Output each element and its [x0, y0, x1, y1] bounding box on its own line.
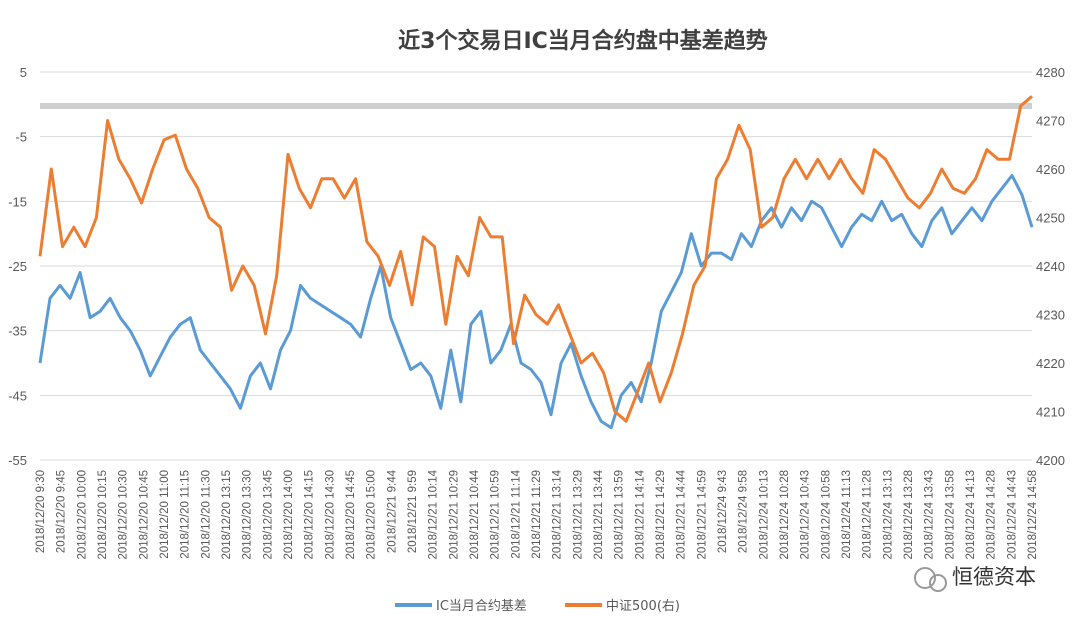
right-axis: 4280 4270 4260 4250 4240 4230 4220 4210 4200: [1036, 65, 1065, 468]
x-tick-label: 2018/12/21 13:14: [552, 469, 564, 559]
x-tick-label: 2018/12/21 11:29: [531, 470, 543, 559]
x-tick-label: 2018/12/20 10:15: [97, 470, 109, 560]
x-tick-label: 2018/12/24 11:28: [862, 470, 874, 559]
gridlines: [40, 71, 1032, 461]
x-tick-label: 2018/12/21 9:44: [386, 469, 398, 553]
x-tick-label: 2018/12/24 10:13: [758, 470, 770, 560]
right-tick-label: 4210: [1036, 405, 1065, 420]
x-tick-label: 2018/12/20 10:30: [118, 470, 130, 560]
right-tick-label: 4220: [1036, 356, 1065, 371]
x-tick-label: 2018/12/24 11:13: [841, 470, 853, 559]
legend: IC当月合约基差 中证500(右): [395, 599, 680, 614]
right-tick-label: 4280: [1036, 65, 1065, 80]
x-tick-label: 2018/12/20 10:45: [138, 470, 150, 560]
right-tick-label: 4250: [1036, 211, 1065, 226]
x-tick-label: 2018/12/20 11:15: [180, 470, 192, 559]
x-tick-label: 2018/12/21 11:14: [510, 469, 522, 558]
x-tick-label: 2018/12/21 13:44: [593, 469, 605, 559]
left-tick-label: -35: [8, 324, 27, 339]
x-tick-label: 2018/12/20 13:30: [242, 470, 254, 560]
left-tick-label: -25: [8, 259, 27, 274]
x-tick-label: 2018/12/20 15:00: [366, 470, 378, 560]
x-tick-label: 2018/12/21 10:44: [469, 469, 481, 559]
legend-label-csi500: 中证500(右): [606, 599, 680, 614]
x-tick-label: 2018/12/24 14:58: [1027, 470, 1039, 560]
x-tick-label: 2018/12/20 13:15: [221, 470, 233, 560]
x-tick-label: 2018/12/21 10:29: [448, 470, 460, 560]
x-tick-label: 2018/12/24 13:43: [924, 470, 936, 560]
x-tick-label: 2018/12/20 14:00: [283, 470, 295, 560]
highlight-band: [40, 103, 1032, 109]
x-tick-label: 2018/12/20 14:30: [324, 470, 336, 560]
x-tick-label: 2018/12/20 11:30: [200, 470, 212, 559]
wechat-icon: [914, 567, 936, 589]
x-tick-label: 2018/12/20 9:30: [35, 470, 47, 553]
x-tick-label: 2018/12/20 13:45: [262, 470, 274, 560]
x-tick-label: 2018/12/21 9:59: [407, 470, 419, 553]
x-tick-label: 2018/12/20 9:45: [56, 470, 68, 553]
chart-title: 近3个交易日IC当月合约盘中基差趋势: [398, 28, 768, 54]
x-tick-label: 2018/12/21 14:44: [676, 469, 688, 559]
watermark: 恒德资本: [914, 565, 1036, 592]
x-tick-label: 2018/12/20 14:15: [304, 470, 316, 560]
x-tick-label: 2018/12/24 13:58: [944, 470, 956, 560]
x-tick-label: 2018/12/24 13:13: [882, 470, 894, 560]
x-tick-label: 2018/12/21 10:14: [428, 469, 440, 559]
x-tick-label: 2018/12/21 14:14: [634, 469, 646, 559]
right-tick-label: 4200: [1036, 453, 1065, 468]
series-ic-basis-line: [38, 174, 1034, 430]
x-tick-label: 2018/12/24 14:43: [1006, 470, 1018, 560]
left-axis: 5 -5 -15 -25 -35 -45 -55: [8, 65, 27, 468]
x-tick-label: 2018/12/24 13:28: [903, 470, 915, 560]
left-tick-label: 5: [20, 65, 27, 80]
x-tick-label: 2018/12/24 10:28: [779, 470, 791, 560]
x-tick-label: 2018/12/24 9:43: [717, 470, 729, 553]
legend-label-ic-basis: IC当月合约基差: [436, 599, 527, 614]
right-tick-label: 4260: [1036, 162, 1065, 177]
right-tick-label: 4240: [1036, 259, 1065, 274]
x-tick-label: 2018/12/21 14:59: [696, 470, 708, 560]
x-tick-label: 2018/12/20 11:00: [159, 470, 171, 559]
x-tick-label: 2018/12/24 10:58: [820, 470, 832, 560]
wechat-icon-bubble: [929, 574, 947, 592]
left-tick-label: -45: [8, 388, 27, 403]
left-tick-label: -55: [8, 453, 27, 468]
right-tick-label: 4270: [1036, 114, 1065, 129]
left-tick-label: -5: [15, 130, 27, 145]
series-csi500-line: [38, 95, 1033, 423]
x-tick-label: 2018/12/21 10:59: [490, 470, 502, 560]
x-tick-label: 2018/12/21 13:59: [614, 470, 626, 560]
watermark-text: 恒德资本: [952, 565, 1036, 589]
series-lines: [38, 95, 1034, 430]
x-tick-label: 2018/12/21 14:29: [655, 470, 667, 560]
x-tick-label: 2018/12/24 14:13: [965, 470, 977, 560]
left-tick-label: -15: [8, 194, 27, 209]
x-tick-label: 2018/12/24 10:43: [800, 470, 812, 560]
x-tick-label: 2018/12/21 13:29: [572, 470, 584, 560]
x-tick-label: 2018/12/24 9:58: [738, 470, 750, 553]
x-tick-label: 2018/12/20 14:45: [345, 470, 357, 560]
x-tick-label: 2018/12/20 10:00: [76, 470, 88, 560]
right-tick-label: 4230: [1036, 308, 1065, 323]
x-axis: 2018/12/20 9:30 2018/12/20 9:45 2018/12/20…: [35, 469, 1039, 559]
x-tick-label: 2018/12/24 14:28: [986, 470, 998, 560]
